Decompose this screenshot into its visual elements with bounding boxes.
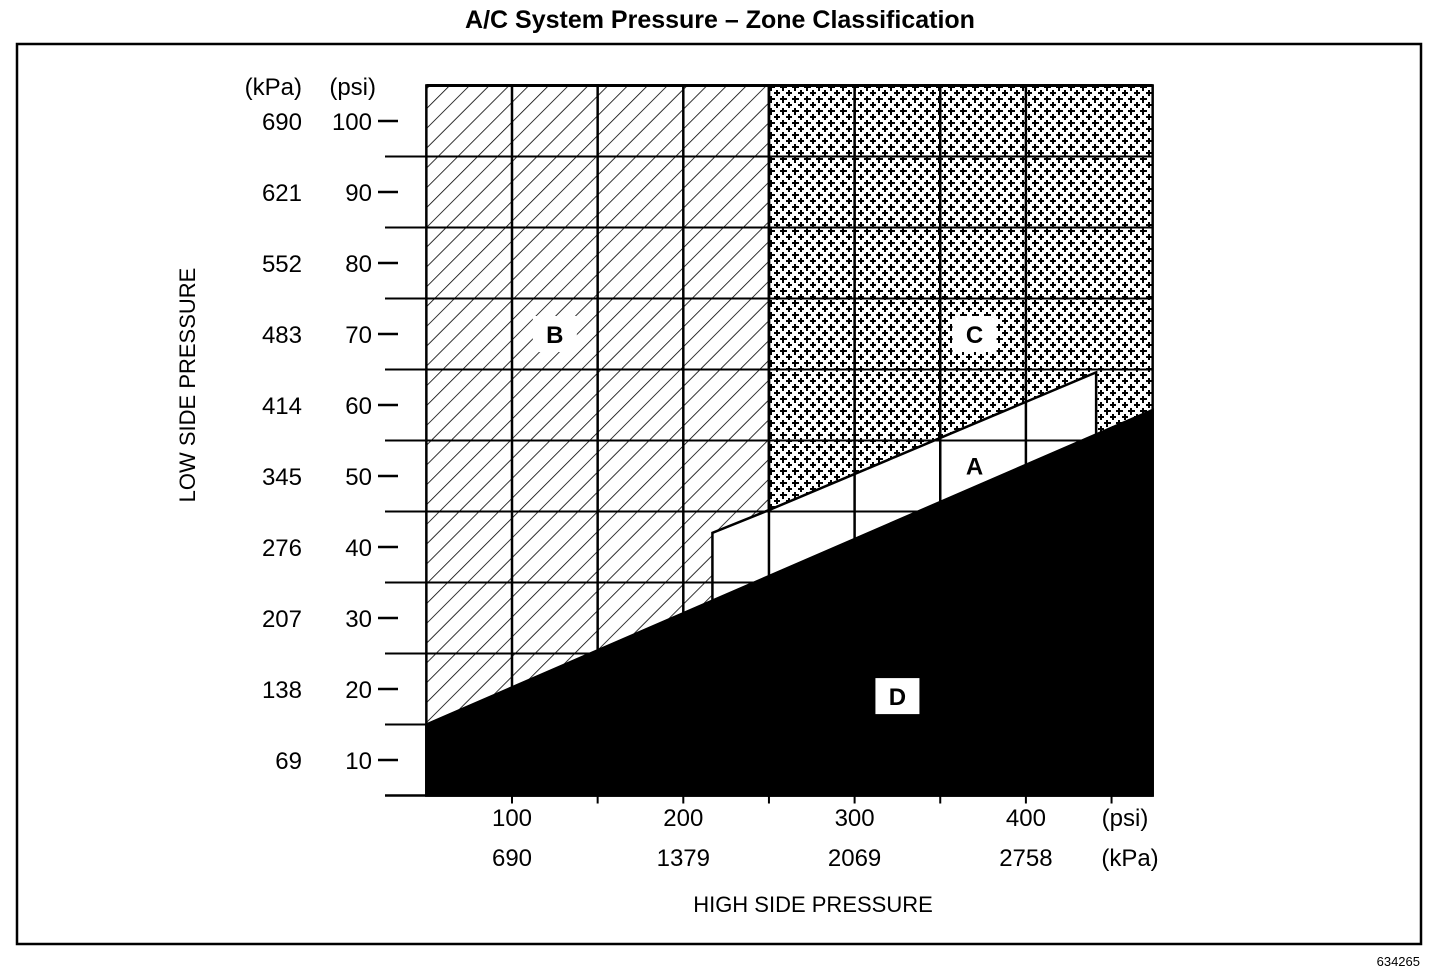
zone-d-fill bbox=[426, 409, 1153, 796]
zone-label-b: B bbox=[546, 322, 563, 349]
y-tick-label-kpa: 621 bbox=[262, 180, 302, 207]
y-tick-label-psi: 70 bbox=[345, 322, 372, 349]
y-tick-label-kpa: 414 bbox=[262, 393, 302, 420]
x-tick-label-psi: 100 bbox=[492, 805, 532, 832]
y-tick-label-kpa: 276 bbox=[262, 535, 302, 562]
y-tick-label-psi: 40 bbox=[345, 535, 372, 562]
y-tick-label-kpa: 207 bbox=[262, 606, 302, 633]
y-tick-label-psi: 20 bbox=[345, 677, 372, 704]
x-unit-kpa: (kPa) bbox=[1101, 845, 1158, 872]
y-tick-label-kpa: 69 bbox=[275, 748, 302, 775]
x-tick-label-kpa: 690 bbox=[492, 845, 532, 872]
zone-label-a: A bbox=[966, 453, 983, 480]
y-tick-label-psi: 90 bbox=[345, 180, 372, 207]
y-tick-label-psi: 50 bbox=[345, 464, 372, 491]
x-tick-label-psi: 200 bbox=[663, 805, 703, 832]
x-tick-label-kpa: 2069 bbox=[828, 845, 881, 872]
figure-number: 634265 bbox=[1377, 954, 1420, 969]
zone-label-d: D bbox=[889, 684, 906, 711]
figure-frame bbox=[15, 42, 1423, 946]
x-axis-title: HIGH SIDE PRESSURE bbox=[693, 892, 933, 917]
x-tick-label-psi: 300 bbox=[835, 805, 875, 832]
x-tick-label-psi: 400 bbox=[1006, 805, 1046, 832]
y-axis-title: LOW SIDE PRESSURE bbox=[175, 268, 200, 503]
y-tick-label-psi: 30 bbox=[345, 606, 372, 633]
y-unit-kpa: (kPa) bbox=[245, 74, 302, 101]
y-tick-label-kpa: 552 bbox=[262, 251, 302, 278]
y-tick-label-kpa: 483 bbox=[262, 322, 302, 349]
y-tick-label-psi: 100 bbox=[332, 109, 372, 136]
x-tick-label-kpa: 1379 bbox=[657, 845, 710, 872]
y-tick-label-kpa: 690 bbox=[262, 109, 302, 136]
y-tick-label-kpa: 138 bbox=[262, 677, 302, 704]
x-tick-label-kpa: 2758 bbox=[999, 845, 1052, 872]
zone-label-box bbox=[875, 678, 920, 715]
y-tick-label-psi: 10 bbox=[345, 748, 372, 775]
zone-label-box bbox=[532, 316, 577, 352]
chart-title: A/C System Pressure – Zone Classificatio… bbox=[465, 6, 975, 34]
y-unit-psi: (psi) bbox=[329, 74, 376, 101]
y-tick-label-psi: 80 bbox=[345, 251, 372, 278]
y-tick-label-psi: 60 bbox=[345, 393, 372, 420]
x-unit-psi: (psi) bbox=[1102, 805, 1149, 832]
y-tick-label-kpa: 345 bbox=[262, 464, 302, 491]
zone-label-c: C bbox=[966, 322, 983, 349]
zone-label-box bbox=[952, 316, 997, 352]
